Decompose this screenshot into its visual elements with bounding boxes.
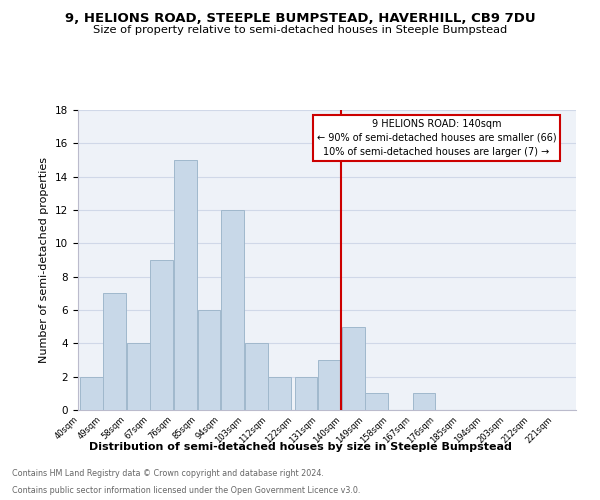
Text: Distribution of semi-detached houses by size in Steeple Bumpstead: Distribution of semi-detached houses by … [89, 442, 511, 452]
Bar [342, 326, 365, 410]
Bar [197, 310, 220, 410]
Bar [268, 376, 291, 410]
Y-axis label: Number of semi-detached properties: Number of semi-detached properties [40, 157, 49, 363]
Bar [365, 394, 388, 410]
Bar [295, 376, 317, 410]
Text: Size of property relative to semi-detached houses in Steeple Bumpstead: Size of property relative to semi-detach… [93, 25, 507, 35]
Text: 9 HELIONS ROAD: 140sqm
← 90% of semi-detached houses are smaller (66)
10% of sem: 9 HELIONS ROAD: 140sqm ← 90% of semi-det… [317, 119, 556, 157]
Bar [221, 210, 244, 410]
Bar [151, 260, 173, 410]
Text: Contains HM Land Registry data © Crown copyright and database right 2024.: Contains HM Land Registry data © Crown c… [12, 468, 324, 477]
Bar [80, 376, 103, 410]
Bar [245, 344, 268, 410]
Bar [413, 394, 436, 410]
Bar [174, 160, 197, 410]
Text: Contains public sector information licensed under the Open Government Licence v3: Contains public sector information licen… [12, 486, 361, 495]
Bar [127, 344, 149, 410]
Text: 9, HELIONS ROAD, STEEPLE BUMPSTEAD, HAVERHILL, CB9 7DU: 9, HELIONS ROAD, STEEPLE BUMPSTEAD, HAVE… [65, 12, 535, 26]
Bar [318, 360, 341, 410]
Bar [103, 294, 126, 410]
